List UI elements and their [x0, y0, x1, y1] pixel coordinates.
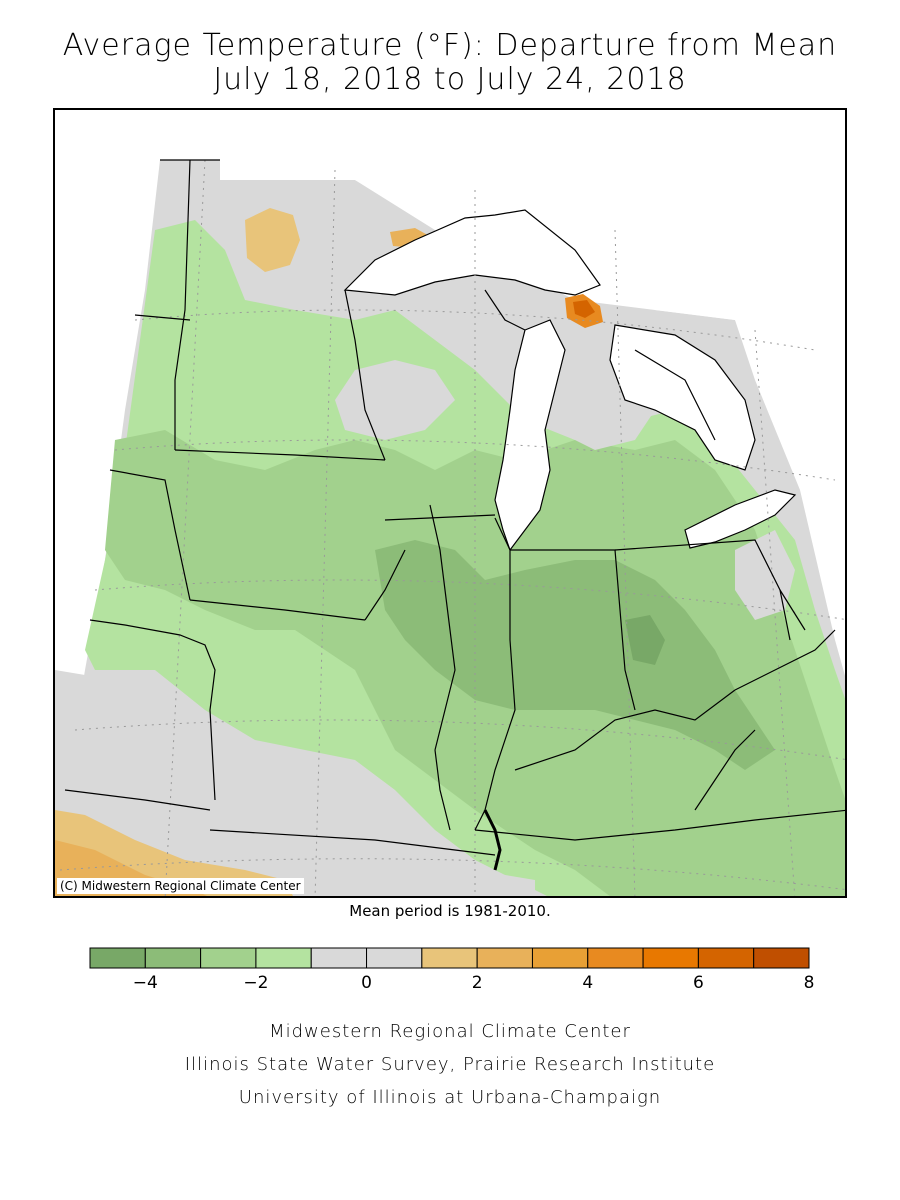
legend-tick-label: −4	[133, 973, 158, 993]
lake-michigan	[494, 319, 566, 552]
legend-bin-4	[310, 947, 368, 969]
map-title: Average Temperature (°F): Departure from…	[62, 28, 838, 63]
zone-gray-missouri	[55, 670, 535, 896]
legend-bin-3	[255, 947, 312, 969]
legend-bin-2	[200, 947, 257, 969]
map-panel: (C) Midwestern Regional Climate Center	[53, 108, 847, 898]
legend-tick-label: 0	[361, 973, 372, 993]
legend-bin-10	[642, 947, 699, 969]
copyright-label: (C) Midwestern Regional Climate Center	[57, 878, 304, 894]
legend-bin-7	[476, 947, 533, 969]
credit-isws: Illinois State Water Survey, Prairie Res…	[184, 1054, 716, 1075]
map-date-range: July 18, 2018 to July 24, 2018	[213, 62, 687, 97]
legend-bin-8	[531, 947, 589, 969]
zone-gray-ohio	[735, 530, 795, 620]
legend-tick-label: 6	[693, 973, 704, 993]
zone-tan-minnesota	[245, 208, 300, 272]
legend-bin-6	[421, 947, 478, 969]
mean-period-note: Mean period is 1981-2010.	[349, 902, 551, 920]
zone-dark-orange-michigan	[573, 300, 595, 318]
lake-erie	[684, 489, 797, 549]
legend-bin-12	[753, 947, 810, 969]
legend-tick-label: 8	[804, 973, 815, 993]
legend-bin-11	[697, 947, 755, 969]
zone-darkest-green	[625, 615, 665, 665]
river-mississippi-south	[483, 809, 502, 871]
state-borders	[64, 159, 845, 856]
legend-tick-label: 2	[472, 973, 483, 993]
legend-tick-label: 4	[582, 973, 593, 993]
legend-bin-5	[366, 947, 423, 969]
credit-mrcc: Midwestern Regional Climate Center	[269, 1021, 631, 1042]
legend-tick-label: −2	[243, 973, 268, 993]
credit-uiuc: University of Illinois at Urbana-Champai…	[238, 1087, 662, 1108]
graticule	[59, 159, 845, 896]
legend-bin-1	[144, 947, 202, 969]
legend-colorbar: −4 −2 0 2 4 6 8	[89, 947, 815, 993]
map-svg	[55, 110, 845, 896]
canada-area	[220, 110, 775, 370]
legend-bin-0	[89, 947, 146, 969]
legend-bin-9	[587, 947, 644, 969]
zone-gray-wisconsin	[335, 360, 455, 440]
lake-superior	[343, 209, 601, 296]
